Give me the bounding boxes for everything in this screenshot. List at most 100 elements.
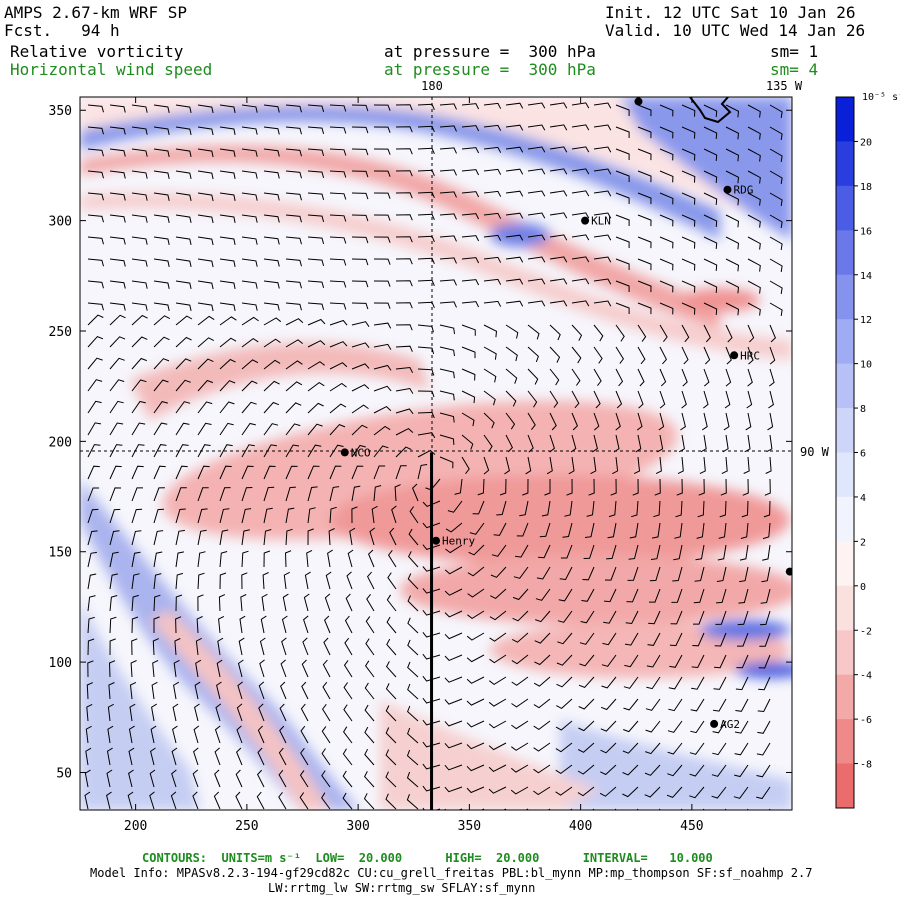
wind-barb [285, 192, 302, 201]
wind-barb [758, 676, 771, 691]
wind-barb [654, 478, 661, 496]
colorbar-swatch [836, 97, 854, 142]
wind-barb [307, 444, 322, 458]
wind-barb [769, 236, 783, 250]
wind-barb [439, 169, 457, 176]
wind-barb [681, 258, 696, 271]
model-info-physics: LW:rrtmg_lw SW:rrtmg_sw SFLAY:sf_mynn [268, 881, 536, 895]
wind-barb [301, 681, 309, 700]
wind-barb [395, 302, 413, 309]
wind-barb [153, 422, 168, 436]
wind-barb [261, 593, 268, 612]
wind-barb [759, 610, 771, 626]
wind-barb [197, 572, 205, 590]
wind-barb [219, 358, 236, 370]
wind-barb [197, 104, 214, 114]
wind-barb [719, 500, 727, 518]
wind-barb [762, 522, 771, 540]
wind-barb [285, 402, 302, 414]
wind-barb [636, 412, 643, 431]
wind-barb [483, 456, 490, 475]
wind-barb [263, 507, 273, 524]
wind-barb [756, 786, 771, 800]
wind-barb [329, 486, 340, 502]
wind-barb [703, 148, 718, 161]
wind-barb [175, 594, 183, 612]
wind-barb [153, 170, 170, 180]
wind-barb [153, 465, 166, 480]
wind-barb [373, 236, 391, 243]
wind-barb [219, 302, 236, 311]
label-90w: 90 W [800, 445, 830, 459]
wind-barb [263, 236, 280, 245]
wind-barb [444, 654, 463, 661]
wind-barb [131, 357, 147, 370]
wind-barb [84, 769, 91, 788]
wind-barb [241, 236, 258, 245]
wind-barb [637, 104, 652, 117]
y-tick-label: 350 [49, 104, 72, 119]
wind-barb [667, 742, 683, 755]
wind-barb [197, 444, 211, 458]
wind-barb [300, 725, 309, 744]
wind-barb [395, 214, 413, 221]
wind-barb [417, 346, 435, 355]
station-marker [432, 536, 440, 545]
wind-barb [615, 214, 630, 226]
wind-barb [87, 302, 104, 311]
wind-barb [153, 594, 161, 612]
wind-barb [395, 345, 413, 352]
wind-barb [444, 566, 463, 575]
wind-barb [599, 786, 617, 797]
wind-barb [193, 747, 199, 766]
wind-barb [307, 340, 326, 348]
model-info: Model Info: MPASv8.2.3-194-gf29cd82c CU:… [90, 866, 813, 880]
wind-barb [263, 380, 280, 392]
wind-barb [87, 487, 100, 502]
wind-barb [285, 126, 302, 135]
wind-barb [600, 698, 617, 711]
wind-barb [549, 368, 560, 386]
wind-barb [566, 478, 573, 496]
wind-barb [549, 212, 568, 219]
wind-barb [197, 280, 214, 290]
wind-barb [281, 615, 288, 634]
wind-barb [695, 544, 705, 561]
colorbar-swatch [836, 141, 854, 187]
wind-barb [241, 280, 258, 289]
wind-barb [461, 390, 476, 404]
wind-barb [558, 588, 573, 602]
station-label: AG2 [720, 718, 740, 731]
wind-barb [681, 236, 696, 249]
wind-barb [153, 280, 170, 290]
wind-barb [195, 659, 202, 678]
wind-barb [324, 593, 331, 612]
wind-barb [192, 769, 199, 788]
colorbar-label: 2 [860, 537, 866, 548]
wind-barb [703, 192, 718, 205]
wind-barb [151, 681, 158, 700]
wind-barb [644, 764, 661, 776]
wind-barb [747, 346, 754, 365]
wind-barb [197, 192, 214, 202]
station-marker [785, 567, 792, 576]
colorbar-swatch [836, 408, 854, 453]
wind-barb [109, 573, 119, 590]
wind-barb [725, 368, 732, 387]
wind-barb [285, 528, 293, 546]
wind-barb [131, 400, 146, 414]
wind-barb [593, 146, 612, 153]
wind-barb [690, 720, 705, 734]
plot-frame [79, 96, 793, 811]
wind-barb [395, 408, 414, 415]
wind-barb [109, 104, 126, 113]
wind-barb [615, 170, 630, 182]
wind-barb [515, 544, 529, 558]
wind-barb [175, 487, 187, 502]
wind-barb [615, 148, 630, 160]
wind-barb [107, 725, 114, 744]
wind-barb [469, 522, 485, 535]
colorbar-label: 0 [860, 582, 866, 593]
wind-barb [483, 368, 497, 383]
wind-barb [197, 358, 214, 370]
